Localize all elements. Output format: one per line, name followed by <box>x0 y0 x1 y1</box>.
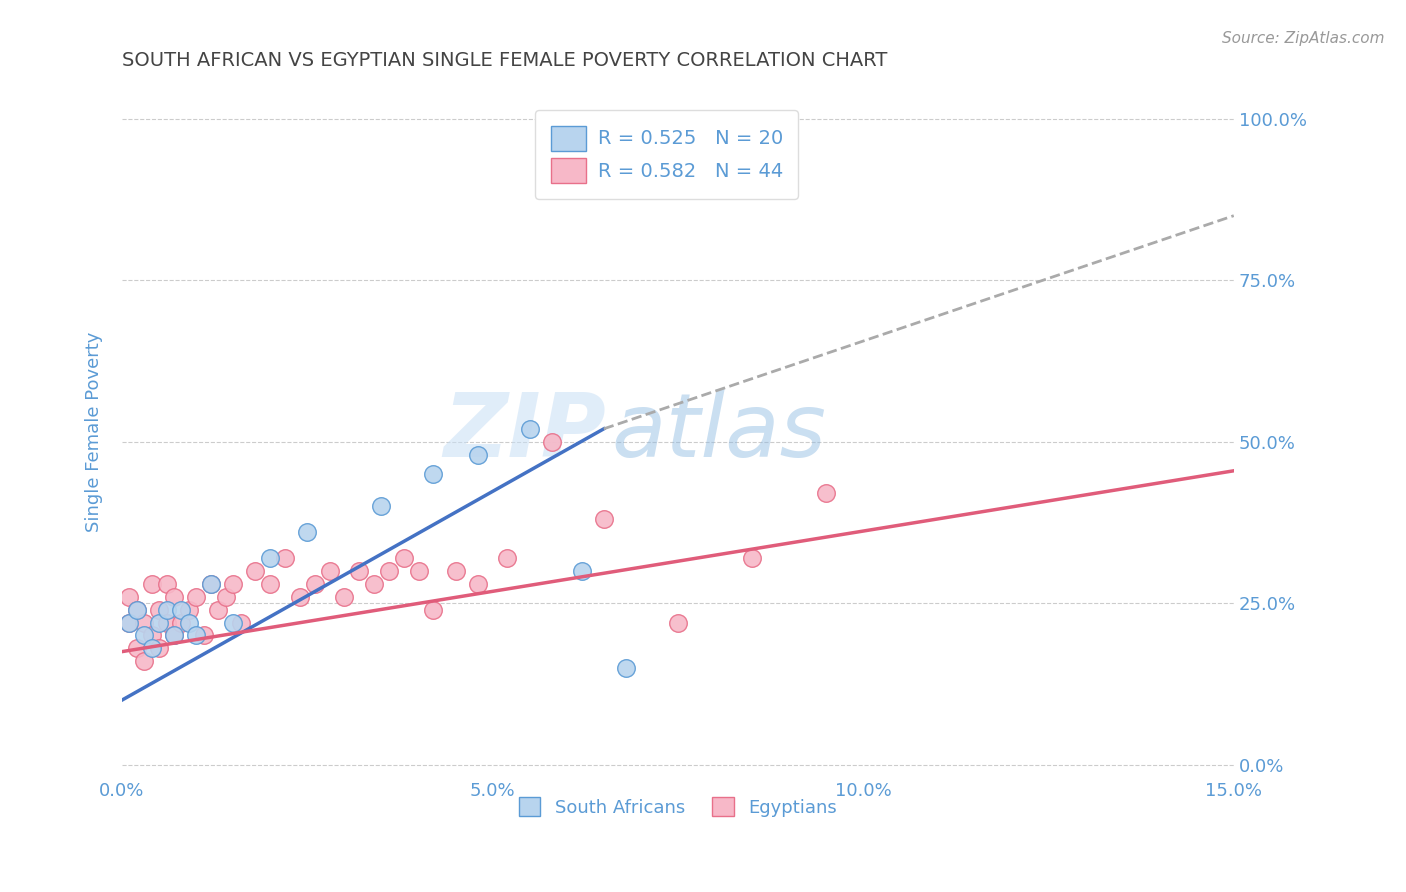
Point <box>148 641 170 656</box>
Point <box>200 576 222 591</box>
Y-axis label: Single Female Poverty: Single Female Poverty <box>86 332 103 533</box>
Point <box>467 448 489 462</box>
Point <box>571 564 593 578</box>
Point <box>541 434 564 449</box>
Point <box>363 576 385 591</box>
Text: ZIP: ZIP <box>443 389 606 475</box>
Point <box>163 590 186 604</box>
Point <box>215 590 238 604</box>
Point <box>347 564 370 578</box>
Point <box>170 615 193 630</box>
Point <box>318 564 340 578</box>
Point <box>170 602 193 616</box>
Point <box>333 590 356 604</box>
Point <box>186 590 208 604</box>
Point <box>125 602 148 616</box>
Point <box>148 615 170 630</box>
Point <box>274 551 297 566</box>
Point <box>288 590 311 604</box>
Point <box>467 576 489 591</box>
Point <box>222 576 245 591</box>
Point <box>519 422 541 436</box>
Point <box>222 615 245 630</box>
Point <box>148 602 170 616</box>
Point <box>141 641 163 656</box>
Point <box>496 551 519 566</box>
Point <box>229 615 252 630</box>
Point <box>259 576 281 591</box>
Point <box>134 628 156 642</box>
Point <box>422 467 444 481</box>
Point <box>200 576 222 591</box>
Point <box>666 615 689 630</box>
Point <box>118 615 141 630</box>
Point <box>592 512 614 526</box>
Point <box>297 525 319 540</box>
Point <box>125 602 148 616</box>
Point <box>370 500 392 514</box>
Point <box>118 590 141 604</box>
Point <box>614 661 637 675</box>
Text: atlas: atlas <box>612 389 827 475</box>
Point <box>141 576 163 591</box>
Point <box>186 628 208 642</box>
Point <box>118 615 141 630</box>
Point <box>163 628 186 642</box>
Point <box>141 628 163 642</box>
Point <box>408 564 430 578</box>
Point <box>444 564 467 578</box>
Point <box>392 551 415 566</box>
Point <box>422 602 444 616</box>
Point <box>163 628 186 642</box>
Legend: South Africans, Egyptians: South Africans, Egyptians <box>512 790 844 824</box>
Point <box>193 628 215 642</box>
Point <box>259 551 281 566</box>
Point <box>741 551 763 566</box>
Point <box>155 576 177 591</box>
Point <box>378 564 401 578</box>
Point <box>134 654 156 668</box>
Point <box>177 602 200 616</box>
Point <box>155 615 177 630</box>
Point <box>125 641 148 656</box>
Point <box>815 486 838 500</box>
Point <box>245 564 267 578</box>
Point <box>134 615 156 630</box>
Point <box>304 576 326 591</box>
Point <box>177 615 200 630</box>
Point <box>207 602 229 616</box>
Text: Source: ZipAtlas.com: Source: ZipAtlas.com <box>1222 31 1385 46</box>
Text: SOUTH AFRICAN VS EGYPTIAN SINGLE FEMALE POVERTY CORRELATION CHART: SOUTH AFRICAN VS EGYPTIAN SINGLE FEMALE … <box>122 51 887 70</box>
Point <box>155 602 177 616</box>
